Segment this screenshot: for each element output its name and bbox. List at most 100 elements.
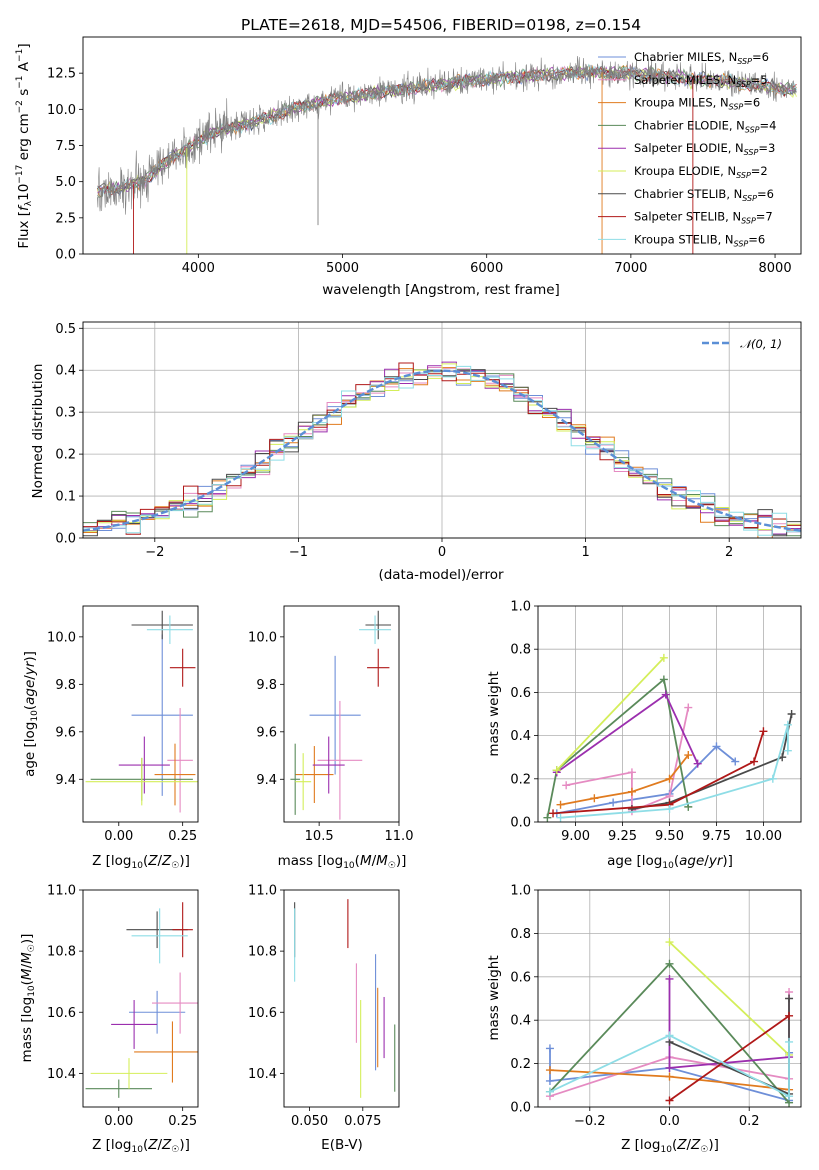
y-tick-label: 0.0 <box>55 248 76 263</box>
weight-line <box>556 745 736 815</box>
spectrum-ylabel: Flux [fλ10−17 erg cm−2 s−1 A−1] <box>15 43 34 248</box>
age-vs-metallicity-panel: 0.00 0.25 9.4 9.6 9.8 10.0 <box>47 605 199 844</box>
weight-marker <box>731 757 740 766</box>
x-tick-label: −1 <box>289 545 308 560</box>
y-tick-label: 2.5 <box>55 211 76 226</box>
weight-marker <box>665 1096 674 1105</box>
x-tick-label: 7000 <box>614 261 647 276</box>
x-tick-label: 0.075 <box>344 1114 381 1129</box>
histogram-step <box>83 369 801 537</box>
y-tick-label: 0.0 <box>510 816 531 831</box>
y-tick-label: 5.0 <box>55 175 76 190</box>
y-tick-label: 10.4 <box>47 1067 76 1082</box>
weight-line <box>669 998 790 1096</box>
weight-marker <box>759 727 768 736</box>
y-tick-label: 0.4 <box>510 1014 531 1029</box>
weight-marker <box>627 768 636 777</box>
model-spectrum-line <box>97 65 797 194</box>
weight-marker <box>661 690 670 699</box>
axes-frame <box>82 889 199 1108</box>
x-tick-label: 10.00 <box>745 829 782 844</box>
histogram-series <box>83 361 801 538</box>
spectrum-xlabel: wavelength [Angstrom, rest frame] <box>322 282 560 298</box>
y-tick-label: 0.8 <box>510 927 531 942</box>
histogram-ylabel: Normed distribution <box>30 364 46 499</box>
y-tick-label: 10.8 <box>248 945 277 960</box>
y-tick-label: 9.4 <box>256 773 277 788</box>
age-z-xlabel: Z [log10(Z/Z☉)] <box>92 853 190 871</box>
x-tick-label: −0.2 <box>574 1114 606 1129</box>
axes-frame <box>82 36 802 255</box>
y-tick-label: 9.8 <box>55 678 76 693</box>
y-tick-label: 0.5 <box>55 322 76 337</box>
y-tick-label: 7.5 <box>55 139 76 154</box>
residual-histogram-panel: −2 −1 0 1 2 0.0 0.1 0.2 0.3 0.4 0.5 𝒩(0, 1) <box>55 321 802 560</box>
weight-marker <box>783 746 792 755</box>
figure-title: PLATE=2618, MJD=54506, FIBERID=0198, z=0… <box>241 16 641 34</box>
weight-line <box>546 677 690 818</box>
weight-marker <box>545 1044 554 1053</box>
x-tick-label: 9.50 <box>655 829 684 844</box>
weight-z-xlabel: Z [log10(Z/Z☉)] <box>621 1137 719 1155</box>
y-tick-label: 12.5 <box>47 67 76 82</box>
legend-label: Chabrier STELIB, NSSP=6 <box>634 187 774 203</box>
legend-label: Kroupa MILES, NSSP=6 <box>634 96 760 112</box>
y-tick-label: 1.0 <box>510 600 531 615</box>
weight-marker <box>665 974 674 983</box>
weight-marker <box>590 794 599 803</box>
weight-line <box>668 1015 790 1102</box>
y-tick-label: 0.2 <box>510 772 531 787</box>
axes-frame <box>283 889 400 1108</box>
weight-line <box>549 1034 790 1098</box>
mass-z-xlabel: Z [log10(Z/Z☉)] <box>92 1137 190 1155</box>
y-tick-label: 10.4 <box>248 1067 277 1082</box>
x-tick-label: 2 <box>725 545 733 560</box>
y-tick-label: 0.0 <box>510 1101 531 1116</box>
errorbar-points <box>85 902 198 1098</box>
y-tick-label: 0.2 <box>55 448 76 463</box>
axes-frame <box>537 605 802 823</box>
y-tick-label: 0.4 <box>55 364 76 379</box>
y-tick-label: 10.0 <box>47 103 76 118</box>
weight-age-ylabel: mass weight <box>486 671 502 756</box>
x-tick-label: 0.00 <box>104 829 133 844</box>
errorbar-points <box>294 899 396 1098</box>
weight-marker <box>665 1072 674 1081</box>
legend-label: Salpeter ELODIE, NSSP=3 <box>634 141 775 157</box>
x-tick-label: 9.00 <box>561 829 590 844</box>
age-mass-xlabel: mass [log10(M/M☉)] <box>278 853 407 871</box>
y-tick-label: 0.0 <box>55 532 76 547</box>
y-tick-label: 10.0 <box>248 630 277 645</box>
weight-line <box>631 713 793 810</box>
axes-frame <box>82 605 199 823</box>
weight-marker <box>684 703 693 712</box>
weight-marker <box>549 809 558 818</box>
weight-marker <box>768 774 777 783</box>
axes-frame <box>283 605 400 823</box>
x-tick-label: 0.2 <box>739 1114 760 1129</box>
y-tick-label: 10.0 <box>47 630 76 645</box>
normal-curve <box>83 369 801 532</box>
weight-marker <box>665 774 674 783</box>
weight-marker <box>659 675 668 684</box>
weight-marker <box>609 798 618 807</box>
spectrum-lines <box>97 55 797 254</box>
axes-frame <box>537 889 802 1108</box>
weight-series <box>545 938 794 1107</box>
mass-vs-metallicity-panel: 0.00 0.25 10.4 10.6 10.8 11.0 <box>47 884 199 1129</box>
y-tick-label: 0.6 <box>510 686 531 701</box>
weight-line <box>668 979 790 1069</box>
weight-marker <box>556 800 565 809</box>
y-tick-label: 10.6 <box>248 1006 277 1021</box>
mass-vs-ebv-panel: 0.050 0.075 10.4 10.6 10.8 11.0 <box>248 884 400 1129</box>
legend-label: Kroupa ELODIE, NSSP=2 <box>634 164 768 180</box>
y-tick-label: 0.1 <box>55 490 76 505</box>
weight-line <box>552 731 765 815</box>
weight-age-xlabel: age [log10(age/yr)] <box>607 853 733 871</box>
x-tick-label: 0 <box>438 545 446 560</box>
legend-label: Salpeter MILES, NSSP=5 <box>634 73 768 89</box>
y-tick-label: 10.6 <box>47 1006 76 1021</box>
data-spectrum-line <box>97 55 797 215</box>
weight-marker <box>787 710 796 718</box>
histogram-xlabel: (data-model)/error <box>378 567 504 583</box>
